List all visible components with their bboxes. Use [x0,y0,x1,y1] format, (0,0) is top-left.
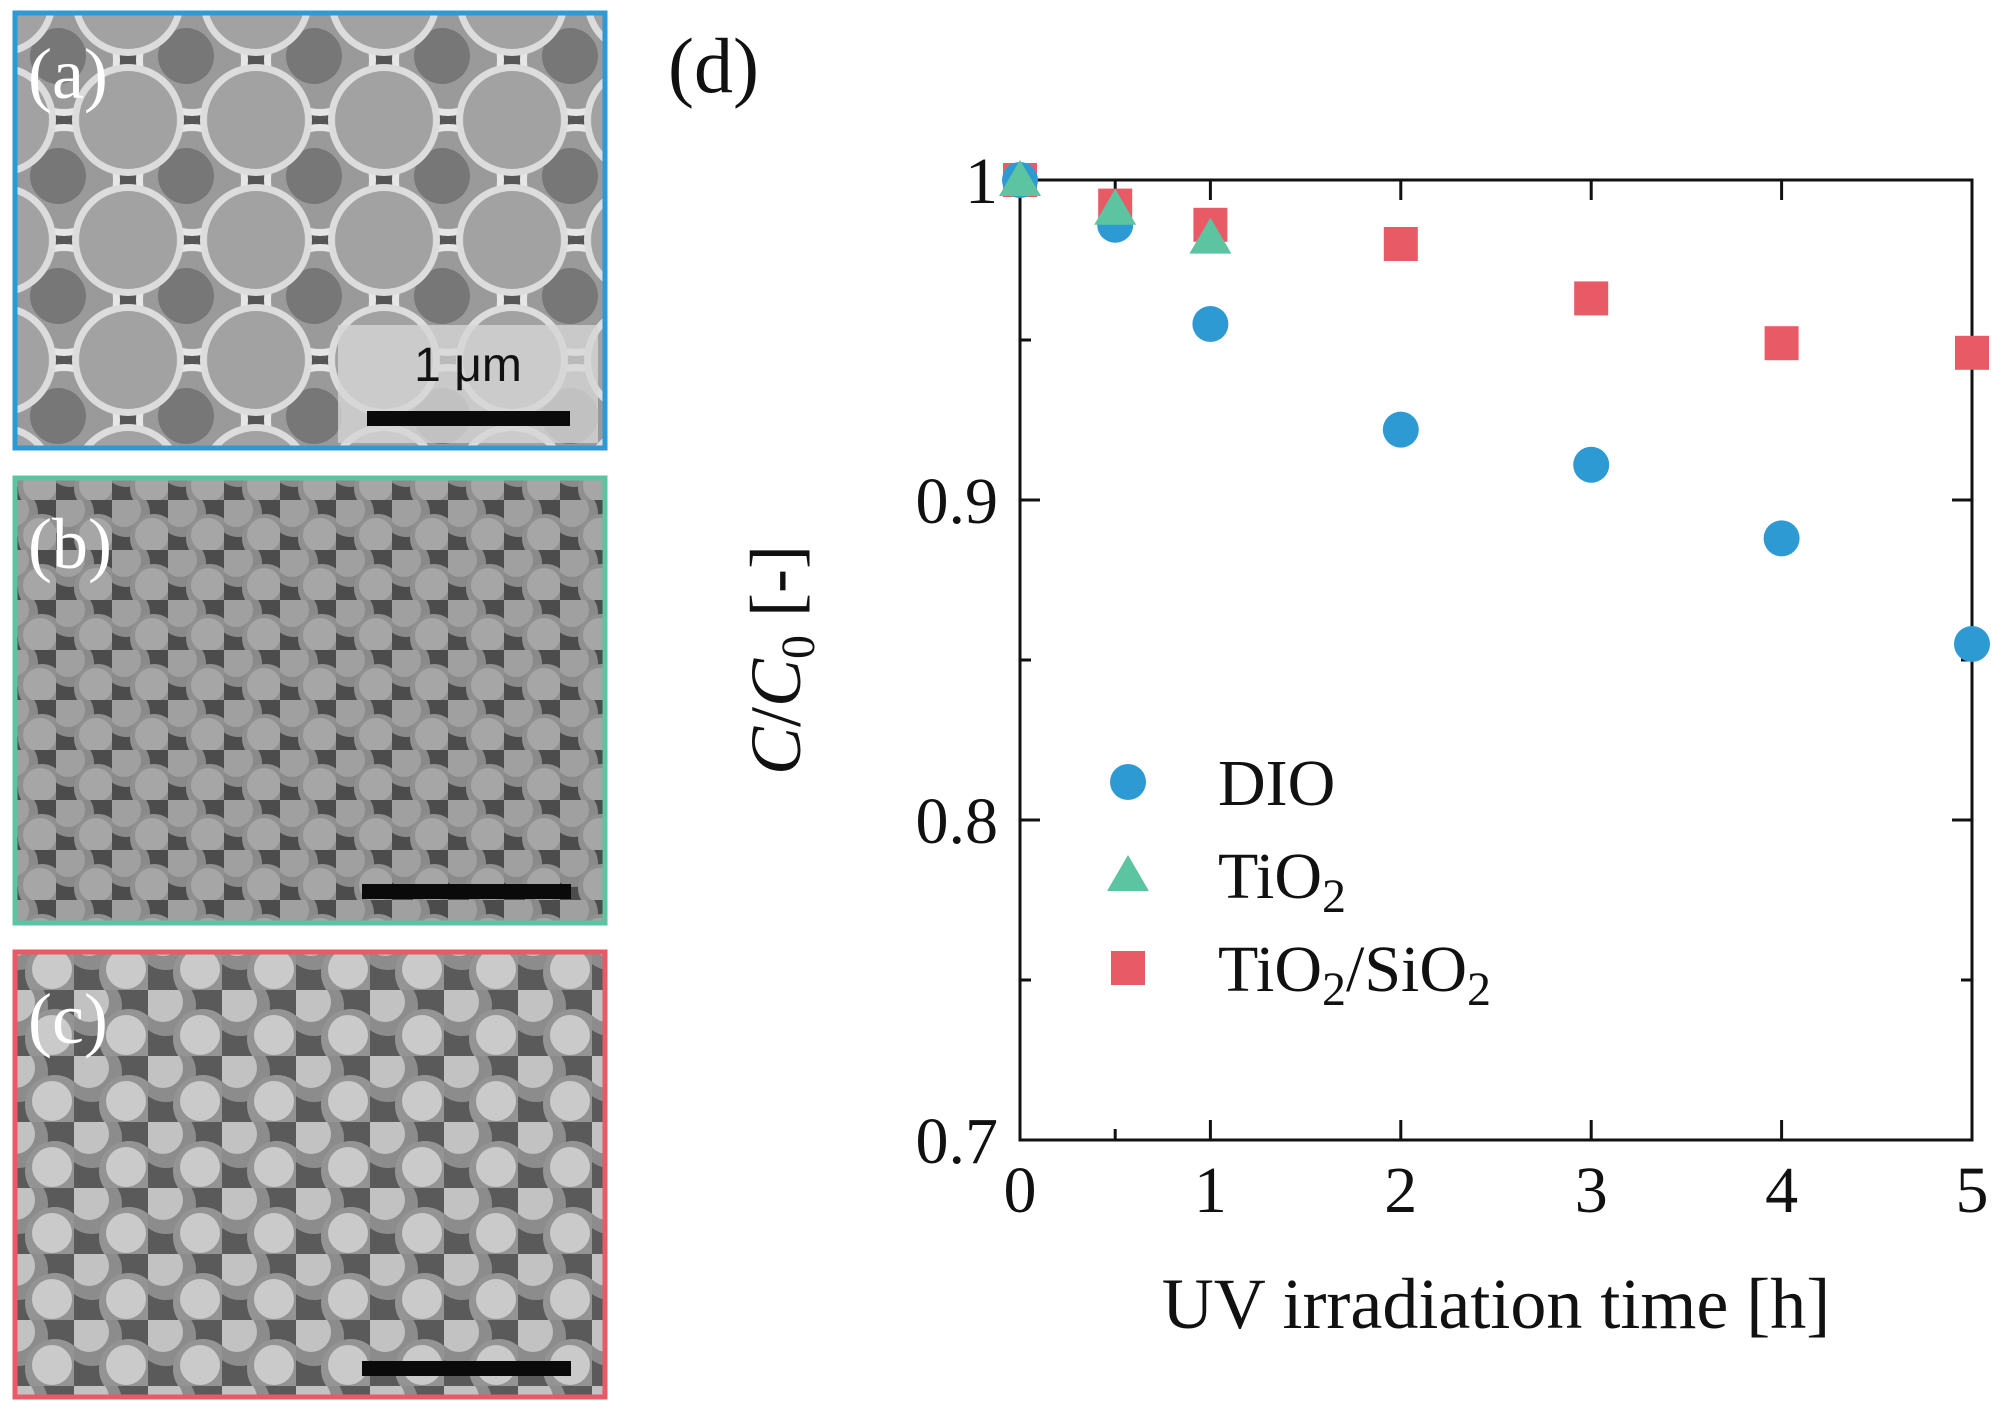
scale-bar [367,411,570,426]
panel-b: (b) [12,475,608,926]
y-tick-label: 0.8 [916,785,999,858]
panel-d: (d) 0 1 2 3 4 5 0.7 0.8 0.9 1 UV irradiation time… [668,22,1990,1344]
x-axis-label: UV irradiation time [h] [1162,1264,1831,1344]
y-axis-label: C/C0 [-] [736,545,825,775]
data-point-dio [1192,306,1229,342]
legend-marker-tio2 [1107,855,1149,891]
data-marks [999,160,1990,662]
scale-bar [362,1361,571,1376]
legend-marker-tio2sio2 [1111,951,1145,985]
legend-label-tio2: TiO2 [1218,840,1346,923]
panel-a-label: (a) [28,34,108,114]
data-point-dio [1954,626,1990,662]
data-point-tio2 [999,160,1041,196]
data-point-tio2 [1189,217,1232,254]
legend-label-dio: DIO [1218,747,1335,820]
x-tick-label: 3 [1575,1154,1608,1227]
data-point-tio2 [1094,188,1137,225]
panel-b-label: (b) [28,504,112,584]
plot-frame [1018,178,1974,1142]
panel-a: (a) 1 μm [12,10,608,451]
data-point-tio2sio2 [1764,326,1799,361]
y-tick-label: 0.7 [916,1105,999,1178]
scale-bar-text: 1 μm [414,339,522,392]
data-point-dio [1382,411,1419,448]
data-point-dio [1573,446,1610,483]
x-tick-label: 2 [1384,1154,1417,1227]
y-tick-label: 0.9 [916,465,999,538]
data-point-tio2sio2 [1574,281,1609,316]
legend-marker-dio [1110,764,1146,800]
legend: DIO TiO2 TiO2/SiO2 [1107,747,1491,1016]
scale-bar [362,884,571,899]
panel-d-label: (d) [668,22,759,109]
panel-c: (c) [12,949,608,1400]
y-tick-label: 1 [965,145,998,218]
panel-b-image [12,475,608,926]
x-tick-label: 4 [1765,1154,1798,1227]
x-tick-label: 1 [1194,1154,1227,1227]
data-point-tio2sio2 [1383,227,1418,261]
panel-c-image [12,949,608,1400]
x-tick-label: 5 [1956,1154,1989,1227]
data-point-tio2sio2 [1955,335,1989,370]
legend-label-tio2sio2: TiO2/SiO2 [1218,933,1491,1016]
x-tick-label: 0 [1004,1154,1037,1227]
data-point-dio [1763,520,1800,557]
axis-ticks: 0 1 2 3 4 5 0.7 0.8 0.9 1 [916,145,1989,1227]
panel-c-label: (c) [28,979,108,1059]
